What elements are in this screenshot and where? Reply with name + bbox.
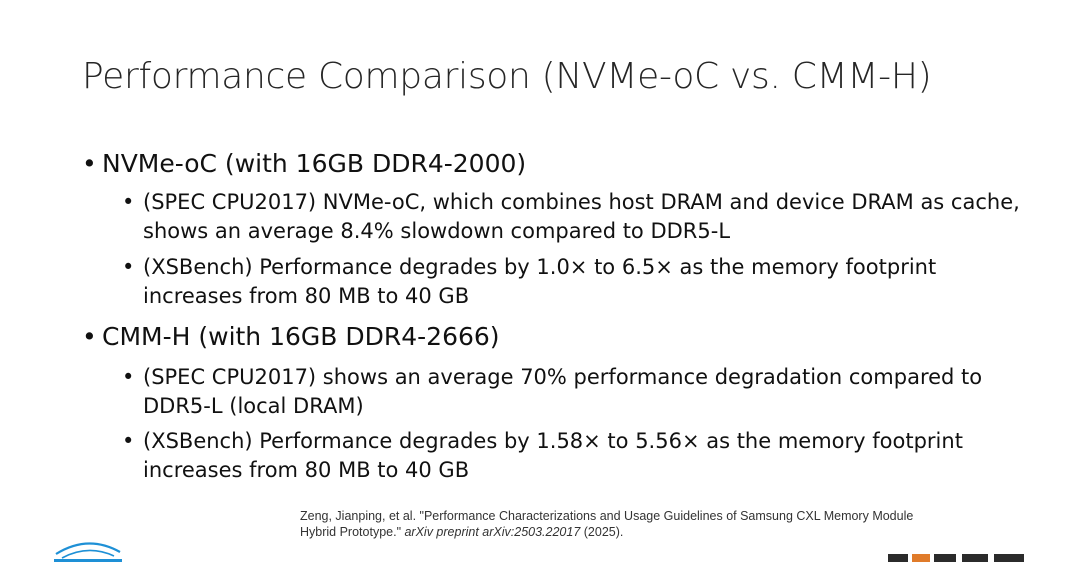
bullet-marker: • [82,322,97,351]
bullet-marker: • [122,190,135,214]
citation-text: Zeng, Jianping, et al. "Performance Char… [300,509,914,539]
sponsor-logo-icon [888,554,1038,562]
bullet-marker: • [82,149,97,178]
citation-year: (2025). [580,525,624,539]
bullet-heading-text: NVMe-oC (with 16GB DDR4-2000) [102,149,527,178]
bullet-marker: • [122,365,135,389]
bullet-heading-text: CMM-H (with 16GB DDR4-2666) [102,322,500,351]
citation: Zeng, Jianping, et al. "Performance Char… [300,508,920,540]
sub-bullet-text: (XSBench) Performance degrades by 1.58× … [143,429,963,482]
sub-bullet-nvme-spec: • (SPEC CPU2017) NVMe-oC, which combines… [122,188,1022,246]
sub-bullet-cmm-xsbench: • (XSBench) Performance degrades by 1.58… [122,427,1022,485]
sub-bullet-nvme-xsbench: • (XSBench) Performance degrades by 1.0×… [122,253,1022,311]
bullet-heading-nvme-oc: • NVMe-oC (with 16GB DDR4-2000) [82,149,526,178]
sub-bullet-text: (SPEC CPU2017) NVMe-oC, which combines h… [143,190,1020,243]
sub-bullet-text: (SPEC CPU2017) shows an average 70% perf… [143,365,983,418]
bullet-marker: • [122,429,135,453]
bullet-marker: • [122,255,135,279]
bullet-heading-cmm-h: • CMM-H (with 16GB DDR4-2666) [82,322,500,351]
sub-bullet-cmm-spec: • (SPEC CPU2017) shows an average 70% pe… [122,363,1022,421]
conference-logo-icon [54,542,122,562]
citation-journal: arXiv preprint arXiv:2503.22017 [404,525,581,539]
sub-bullet-text: (XSBench) Performance degrades by 1.0× t… [143,255,937,308]
page-title: Performance Comparison (NVMe-oC vs. CMM-… [82,56,932,97]
